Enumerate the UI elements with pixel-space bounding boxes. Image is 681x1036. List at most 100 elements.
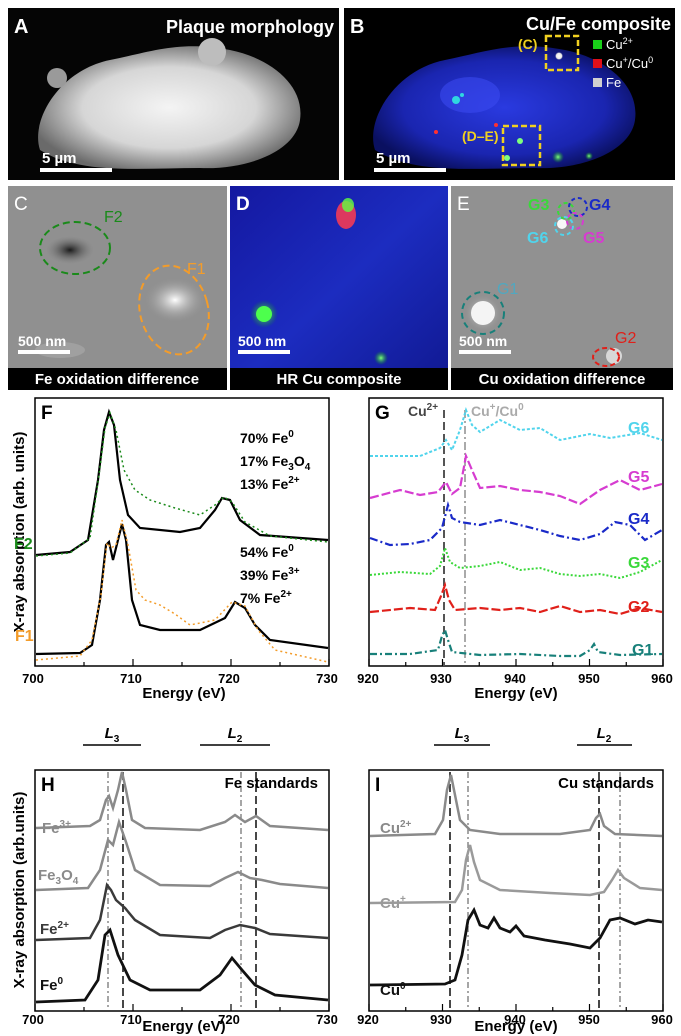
legend-swatch <box>593 78 602 87</box>
series-label: Cu+ <box>380 894 406 912</box>
region-label: G2 <box>615 330 636 347</box>
region-g1 <box>461 291 505 335</box>
x-axis-label: Energy (eV) <box>474 1018 557 1035</box>
plot-frame <box>34 769 330 1012</box>
region-g4 <box>568 197 588 217</box>
region-g5 <box>566 212 584 230</box>
series-g2 <box>369 581 663 616</box>
panel-letter: A <box>14 16 28 38</box>
caption-bar <box>230 368 448 390</box>
box-de <box>501 124 542 167</box>
plaque-lobe <box>198 38 226 66</box>
composition-line: 7% Fe2+ <box>240 589 292 606</box>
legend-swatch <box>593 59 602 68</box>
series-label: G6 <box>628 420 649 437</box>
region-g6 <box>554 216 574 236</box>
series-label: Cu2+ <box>380 819 412 837</box>
tick-label: 960 <box>651 671 673 686</box>
series-label: Cu0 <box>380 981 406 999</box>
plaque-lobe <box>47 68 67 88</box>
panel-caption: Fe oxidation difference <box>35 371 199 388</box>
panel-g: G Cu2+ Cu+/Cu0 Energy (eV) 920 930 940 9… <box>357 397 673 702</box>
region-label: G4 <box>589 197 610 214</box>
region-label: G5 <box>583 230 604 247</box>
panel-letter: B <box>350 16 364 38</box>
scale-label: 5 µm <box>376 150 411 167</box>
x-ticks <box>34 1004 330 1011</box>
tick-label: 930 <box>430 1012 452 1027</box>
composition-line: 13% Fe2+ <box>240 475 300 492</box>
series-g6 <box>370 406 663 457</box>
series-fe3 <box>35 771 329 832</box>
plot-frame <box>368 397 664 667</box>
series-g4 <box>369 500 663 547</box>
x-axis-label: Energy (eV) <box>142 685 225 702</box>
panel-title: Plaque morphology <box>166 17 334 37</box>
scale-label: 500 nm <box>18 333 66 349</box>
panel-caption: HR Cu composite <box>276 371 401 388</box>
tick-label: 700 <box>22 671 44 686</box>
f2-fit-line <box>35 408 329 557</box>
region-label: G6 <box>527 230 548 247</box>
plaque-blue-blob <box>373 46 636 169</box>
composition-line: 70% Fe0 <box>240 429 294 446</box>
edge-label: L3 <box>455 725 470 745</box>
series-label: G4 <box>628 511 649 528</box>
series-label: Fe3O4 <box>38 867 79 887</box>
tick-label: 920 <box>357 671 379 686</box>
legend-swatch <box>593 40 602 49</box>
f2-data-points <box>35 410 329 557</box>
series-g5 <box>369 452 663 506</box>
tick-label: 920 <box>357 1012 379 1027</box>
panel-letter: D <box>236 194 250 215</box>
region-label: G3 <box>528 197 549 214</box>
series-fe2 <box>35 882 329 942</box>
tick-label: 710 <box>120 1012 142 1027</box>
composition-line: 17% Fe3O4 <box>240 453 311 473</box>
panel-letter: E <box>457 194 470 215</box>
chart-title: Cu standards <box>558 775 654 792</box>
series-label: Fe0 <box>40 976 64 994</box>
scale-label: 500 nm <box>459 333 507 349</box>
region-label: F1 <box>187 261 206 278</box>
series-label: G2 <box>628 599 649 616</box>
panel-letter: G <box>375 403 390 424</box>
scale-label: 5 µm <box>42 150 77 167</box>
panel-letter: H <box>41 775 55 796</box>
tick-label: 720 <box>218 671 240 686</box>
y-axis-label: X-ray absorption (arb. units) <box>11 432 28 633</box>
panel-f: F X-ray absorption (arb. units) Energy (… <box>11 397 338 702</box>
series-cu2 <box>369 774 663 838</box>
panel-i: L3 L2 I Cu standards Energy (eV) 920 930… <box>357 725 673 1035</box>
box-c-label: (C) <box>518 36 537 52</box>
x-axis-label: Energy (eV) <box>142 1018 225 1035</box>
box-de-label: (D–E) <box>462 128 499 144</box>
series-g3 <box>369 544 663 580</box>
scale-label: 500 nm <box>238 333 286 349</box>
region-g2 <box>592 347 620 367</box>
reference-label: Cu2+ <box>408 402 438 419</box>
x-ticks <box>34 659 330 666</box>
tick-label: 710 <box>120 671 142 686</box>
tick-label: 730 <box>316 1012 338 1027</box>
series-label: Fe2+ <box>40 920 69 938</box>
series-label-f1: F1 <box>15 628 34 645</box>
legend-label: Fe <box>606 75 621 90</box>
x-axis-label: Energy (eV) <box>474 685 557 702</box>
panel-letter: I <box>375 775 380 796</box>
composition-line: 39% Fe3+ <box>240 566 300 583</box>
panel-letter: C <box>14 194 28 215</box>
chart-title: Fe standards <box>225 775 318 792</box>
box-c <box>544 34 580 72</box>
region-label: F2 <box>104 209 123 226</box>
series-fe3o4 <box>35 817 329 892</box>
tick-label: 940 <box>504 671 526 686</box>
caption-bar <box>8 368 227 390</box>
caption-bar <box>451 368 673 390</box>
series-label: G5 <box>628 469 649 486</box>
region-g3 <box>557 202 575 220</box>
legend: Cu2+ Cu+/Cu0 Fe <box>593 36 653 90</box>
series-cu0 <box>369 906 663 987</box>
region-f1 <box>138 264 210 356</box>
f1-fit-line <box>35 523 329 656</box>
